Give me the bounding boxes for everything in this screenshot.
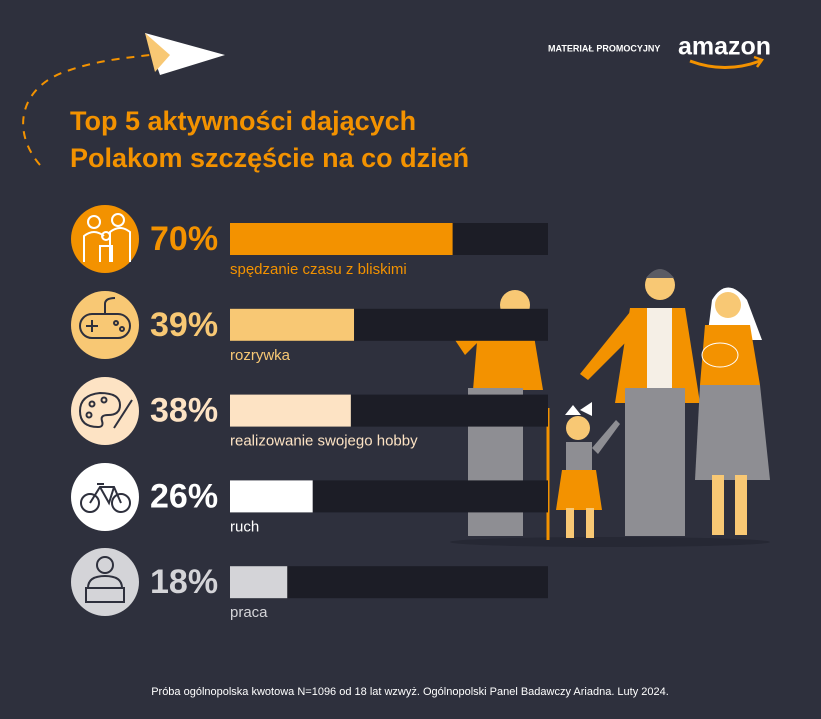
icon-bicycle: [71, 463, 139, 531]
brand-smile: [689, 59, 761, 69]
category-label: realizowanie swojego hobby: [230, 433, 418, 450]
brand-arrow: [753, 55, 764, 68]
icon-laptop: [71, 548, 139, 616]
plane-trail: [22, 54, 151, 166]
paper-plane-fold: [145, 33, 170, 72]
bar: [230, 308, 355, 341]
value-label: 70%: [150, 220, 218, 258]
bar: [230, 394, 351, 427]
paper-plane: [145, 33, 225, 75]
value-label: 38%: [150, 392, 218, 430]
value-label: 26%: [150, 477, 218, 515]
brand-logo: amazon: [678, 33, 771, 61]
value-label: 18%: [150, 563, 218, 601]
icon-palette: [71, 377, 139, 445]
promo-note: MATERIAŁ PROMOCYJNY: [548, 43, 660, 53]
category-label: rozrywka: [230, 347, 291, 364]
chart-title: Polakom szczęście na co dzień: [70, 143, 469, 173]
category-label: praca: [230, 604, 268, 621]
bar: [230, 480, 313, 513]
chart-title: Top 5 aktywności dających: [70, 106, 416, 136]
source-note: Próba ogólnopolska kwotowa N=1096 od 18 …: [151, 686, 669, 698]
icon-gamepad: [71, 291, 139, 359]
bar: [230, 566, 288, 599]
category-label: ruch: [230, 518, 259, 535]
icon-family: [71, 205, 139, 273]
category-label: spędzanie czasu z bliskimi: [230, 261, 407, 278]
value-label: 39%: [150, 306, 218, 344]
bar: [230, 223, 453, 255]
